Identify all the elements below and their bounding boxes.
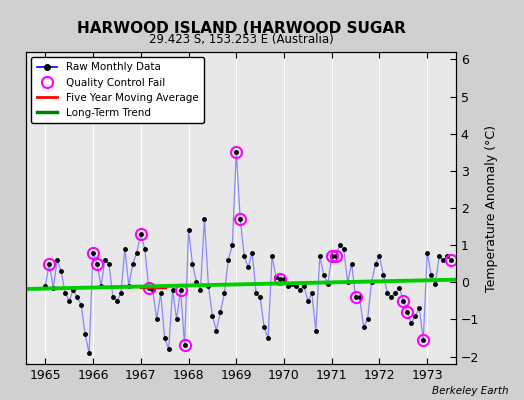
Y-axis label: Temperature Anomaly (°C): Temperature Anomaly (°C): [485, 124, 498, 292]
Title: HARWOOD ISLAND (HARWOOD SUGAR: HARWOOD ISLAND (HARWOOD SUGAR: [77, 20, 406, 36]
Legend: Raw Monthly Data, Quality Control Fail, Five Year Moving Average, Long-Term Tren: Raw Monthly Data, Quality Control Fail, …: [31, 57, 204, 123]
Text: 29.423 S, 153.253 E (Australia): 29.423 S, 153.253 E (Australia): [149, 33, 333, 46]
Text: Berkeley Earth: Berkeley Earth: [432, 386, 508, 396]
